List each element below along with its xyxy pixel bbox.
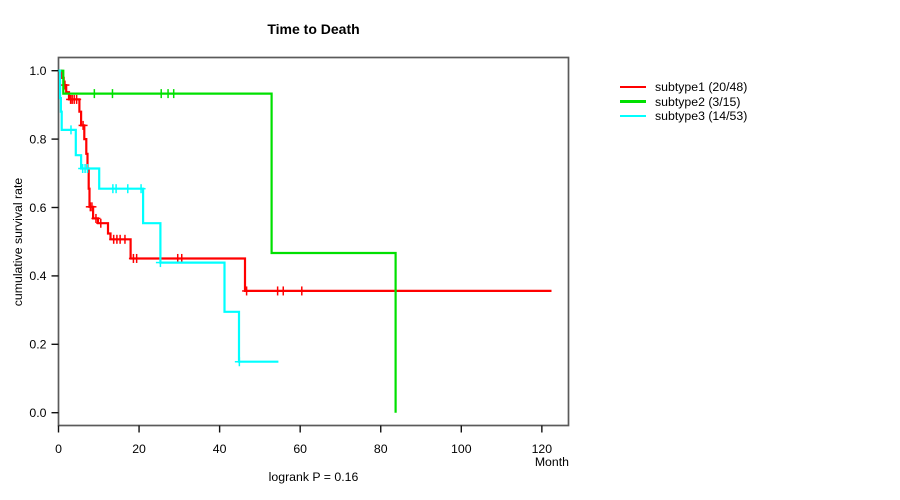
chart-title: Time to Death xyxy=(267,21,360,37)
series-path-3 xyxy=(58,69,279,363)
y-tick-label: 0.6 xyxy=(29,201,46,215)
x-tick-label: 60 xyxy=(293,442,307,456)
legend-line-swatch xyxy=(620,114,646,118)
y-tick-label: 0.0 xyxy=(29,406,46,420)
legend-item-label: subtype1 (20/48) xyxy=(655,80,748,95)
x-tick-label: 20 xyxy=(132,442,146,456)
series-path-1 xyxy=(58,69,552,292)
series-path-2 xyxy=(58,69,397,413)
x-tick-label: 40 xyxy=(213,442,227,456)
y-tick-label: 0.8 xyxy=(29,132,46,146)
legend-line-swatch xyxy=(620,86,646,89)
legend-line-swatch xyxy=(620,100,646,103)
legend-item: subtype2 (3/15) xyxy=(620,94,747,109)
x-tick-label: 120 xyxy=(532,442,553,456)
legend: subtype1 (20/48) subtype2 (3/15) subtype… xyxy=(620,80,747,123)
plot-frame xyxy=(57,56,570,427)
y-tick-label: 0.2 xyxy=(29,338,46,352)
y-tick-label: 0.4 xyxy=(29,269,46,283)
legend-item-label: subtype3 (14/53) xyxy=(655,108,748,123)
legend-item: subtype3 (14/53) xyxy=(620,109,747,123)
y-tick-label: 1.0 xyxy=(29,64,46,78)
x-tick-label: 100 xyxy=(451,442,472,456)
logrank-annotation: logrank P = 0.16 xyxy=(268,470,359,484)
x-axis-title: Month xyxy=(534,455,569,469)
x-tick-label: 80 xyxy=(374,442,388,456)
x-tick-label: 0 xyxy=(55,442,62,456)
legend-item: subtype1 (20/48) xyxy=(620,80,747,94)
legend-item-label: subtype2 (3/15) xyxy=(655,94,741,109)
